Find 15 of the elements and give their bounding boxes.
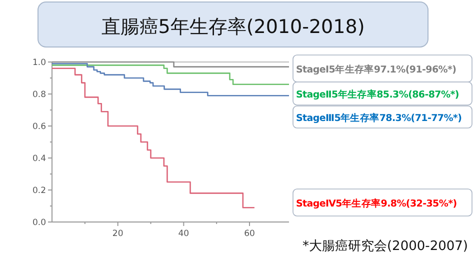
y-tick-label: 0.6 [32,122,46,132]
annotation: *大腸癌研究会(2000-2007) [302,239,468,254]
x-tick-label: 40 [178,229,190,239]
y-tick-label: 0.4 [32,154,46,164]
title: 直腸癌5年生存率(2010-2018) [101,16,365,38]
y-tick-label: 0.0 [32,218,46,228]
series-label: StageⅠ5年生存率97.1%(91-96%*) [296,64,456,76]
y-tick-label: 0.8 [32,90,46,100]
y-tick-label: 0.2 [32,186,46,196]
series-label: StageⅢ5年生存率78.3%(71-77%*) [296,112,462,124]
x-tick-label: 60 [244,229,255,239]
text: StageⅣ5年生存率9.8%(32-35%*) [296,198,457,210]
x-tick-label: 20 [112,229,124,239]
series-label: StageⅡ5年生存率85.3%(86-87%*) [296,88,459,100]
y-tick-label: 1.0 [32,58,46,68]
